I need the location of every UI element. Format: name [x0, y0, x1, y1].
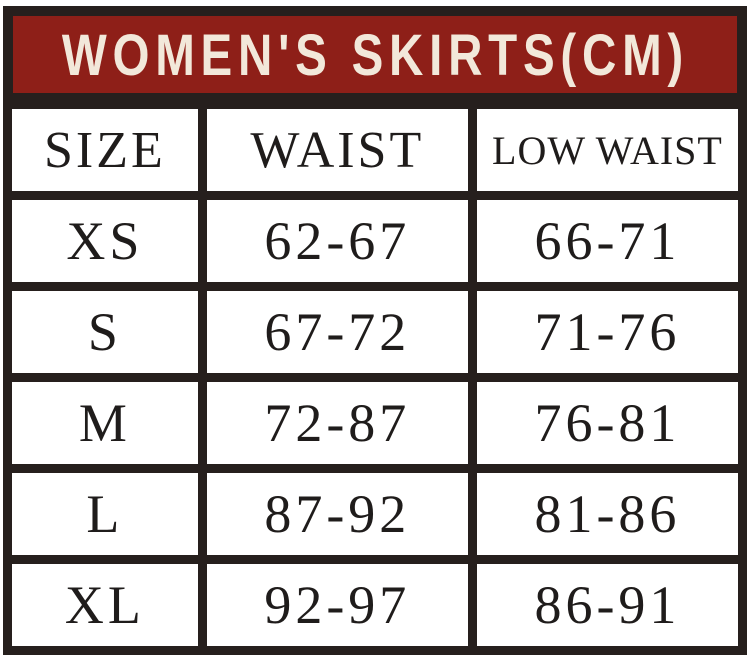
low-waist-cell: 86-91 — [467, 555, 748, 655]
waist-cell: 72-87 — [197, 373, 477, 473]
size-cell: M — [3, 373, 207, 473]
size-cell: XS — [3, 191, 207, 291]
size-cell: S — [3, 282, 207, 382]
table-row-xs: XS 62-67 66-71 — [3, 191, 748, 291]
table-row-l: L 87-92 81-86 — [3, 464, 748, 564]
waist-cell: 67-72 — [197, 282, 477, 382]
chart-title-bar: WOMEN'S SKIRTS(CM) — [3, 6, 747, 103]
low-waist-cell: 71-76 — [467, 282, 748, 382]
waist-cell: 62-67 — [197, 191, 477, 291]
column-header-size: SIZE — [3, 100, 207, 200]
waist-cell: 92-97 — [197, 555, 477, 655]
table-row-m: M 72-87 76-81 — [3, 373, 748, 473]
table-row-xl: XL 92-97 86-91 — [3, 555, 748, 655]
waist-cell: 87-92 — [197, 464, 477, 564]
low-waist-cell: 81-86 — [467, 464, 748, 564]
size-cell: XL — [3, 555, 207, 655]
size-table-body: XS 62-67 66-71 S 67-72 71-76 M 72-87 76-… — [3, 191, 748, 655]
low-waist-cell: 66-71 — [467, 191, 748, 291]
size-table-header: SIZE WAIST LOW WAIST — [3, 100, 748, 200]
size-cell: L — [3, 464, 207, 564]
column-header-low-waist: LOW WAIST — [467, 100, 748, 200]
column-header-waist: WAIST — [197, 100, 477, 200]
header-row: SIZE WAIST LOW WAIST — [3, 100, 748, 200]
low-waist-cell: 76-81 — [467, 373, 748, 473]
chart-title: WOMEN'S SKIRTS(CM) — [61, 22, 689, 88]
size-table: SIZE WAIST LOW WAIST XS 62-67 66-71 S 67… — [3, 100, 748, 655]
table-row-s: S 67-72 71-76 — [3, 282, 748, 382]
